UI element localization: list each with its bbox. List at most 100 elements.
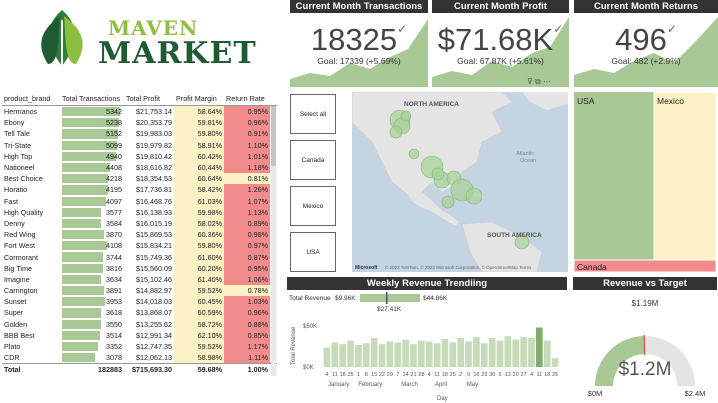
table-row[interactable]: High Top 4940 $19,810.42 60.42% 1.01%: [2, 150, 277, 162]
table-row[interactable]: Imagine 3634 $15,102.46 61.40% 1.06%: [2, 273, 277, 285]
day-tick-label: 6: [498, 372, 501, 378]
table-row[interactable]: High Quality 3577 $16,138.93 59.98% 1.13%: [2, 206, 277, 218]
weekly-bar[interactable]: [551, 358, 559, 367]
weekly-bar[interactable]: [528, 337, 535, 367]
map-credit: © 2023 TomTom, © 2023 Microsoft Corporat…: [385, 264, 532, 270]
cell-transactions: 5342: [60, 106, 124, 117]
table-row[interactable]: Carrington 3891 $14,882.97 59.52% 0.78%: [2, 285, 277, 297]
weekly-bar[interactable]: [386, 341, 394, 367]
gauge-target-label: $1.19M: [632, 299, 659, 308]
table-row[interactable]: Fast 4097 $16,468.76 61.03% 1.07%: [2, 195, 277, 207]
day-tick-label: 4: [428, 372, 431, 378]
cell-margin: 60.44%: [174, 161, 224, 174]
day-tick-label: 16: [473, 372, 479, 378]
weekly-bar[interactable]: [362, 343, 370, 367]
weekly-bar[interactable]: [543, 340, 551, 367]
cell-brand: Sunset: [4, 297, 27, 307]
table-row[interactable]: Tri-State 5099 $19,979.82 58.91% 1.10%: [2, 139, 277, 151]
cell-profit: $15,560.09: [136, 263, 172, 273]
column-header-profit[interactable]: Total Profit: [126, 94, 160, 103]
cell-profit: $15,834.21: [136, 241, 172, 251]
country-treemap[interactable]: USA Mexico Canada: [573, 91, 717, 273]
slicer-option-canada[interactable]: Canada: [290, 140, 336, 180]
table-row[interactable]: CDR 3078 $12,062.13 58.98% 1.11%: [2, 352, 277, 364]
weekly-bar[interactable]: [402, 339, 409, 367]
logo-text-market: MARKET: [98, 36, 257, 71]
weekly-bar[interactable]: [536, 327, 543, 367]
map-brand: Microsoft: [355, 265, 378, 271]
month-label: March: [401, 382, 418, 388]
cell-profit: $19,979.82: [136, 140, 172, 150]
column-header-margin[interactable]: Profit Margin: [176, 94, 217, 103]
visual-header-icons[interactable]: ⊽ ⧉ ⋯: [527, 77, 551, 87]
day-tick-label: 23: [481, 372, 487, 378]
table-row[interactable]: Horatio 4195 $17,736.81 58.42% 1.26%: [2, 184, 277, 196]
weekly-bar[interactable]: [520, 337, 527, 367]
table-row[interactable]: Tell Tale 5152 $19,983.03 59.80% 0.91%: [2, 128, 277, 140]
slicer-option-select-all[interactable]: Select all: [290, 94, 336, 134]
weekly-bar[interactable]: [496, 340, 504, 367]
weekly-bar[interactable]: [441, 338, 449, 367]
total-margin: 59.68%: [197, 365, 222, 375]
column-header-transactions[interactable]: Total Transactions: [62, 94, 120, 103]
column-header-brand[interactable]: product_brand: [4, 94, 51, 103]
table-row[interactable]: Sunset 3953 $14,018.03 60.45% 1.03%: [2, 296, 277, 308]
cell-brand: Tell Tale: [4, 129, 30, 139]
weekly-bar[interactable]: [418, 340, 425, 367]
y-tick-top: $50K: [303, 324, 317, 330]
weekly-bar[interactable]: [449, 342, 457, 367]
weekly-bar[interactable]: [488, 337, 496, 367]
weekly-revenue-chart[interactable]: Total Revenue $9.96K $27.41K $44.86K $50…: [287, 290, 567, 403]
table-row[interactable]: Red Wing 3870 $15,869.53 60.36% 0.98%: [2, 229, 277, 241]
country-slicer: Select all Canada Mexico USA: [288, 92, 350, 272]
weekly-bar[interactable]: [370, 337, 378, 367]
table-row[interactable]: Hermanos 5342 $21,753.14 58.64% 0.95%: [2, 106, 277, 118]
weekly-bar[interactable]: [394, 342, 402, 367]
table-row[interactable]: Big Time 3816 $15,560.09 60.20% 0.95%: [2, 262, 277, 274]
weekly-bar[interactable]: [410, 344, 417, 367]
weekly-bar[interactable]: [378, 344, 386, 367]
kpi-value: 496✓: [615, 22, 677, 57]
cell-return-rate: 1.17%: [224, 340, 270, 353]
weekly-bar[interactable]: [323, 347, 331, 367]
table-row[interactable]: Denny 3584 $16,015.19 58.02% 0.89%: [2, 217, 277, 230]
weekly-bar[interactable]: [355, 345, 362, 367]
cell-transactions: 3891: [60, 285, 124, 296]
gauge-min-label: $0M: [588, 389, 603, 398]
weekly-bar[interactable]: [331, 342, 339, 367]
weekly-legend-title: Total Revenue: [289, 295, 331, 302]
table-row[interactable]: Super 3618 $13,868.07 60.59% 0.96%: [2, 307, 277, 319]
slicer-option-usa[interactable]: USA: [290, 232, 336, 272]
weekly-bar[interactable]: [347, 340, 354, 367]
weekly-bar[interactable]: [480, 343, 488, 367]
store-map[interactable]: NORTH AMERICA SOUTH AMERICA Atlantic Oce…: [352, 92, 568, 272]
weekly-bar[interactable]: [457, 337, 464, 367]
cell-brand: Carrington: [4, 286, 38, 296]
revenue-gauge[interactable]: $1.2M $1.19M $0M $2.4M: [573, 290, 717, 403]
table-row[interactable]: BBB Best 3514 $12,991.34 62.10% 0.85%: [2, 329, 277, 341]
cell-transactions: 3584: [60, 218, 124, 229]
table-row[interactable]: Ebony 5238 $20,353.79 59.81% 0.96%: [2, 117, 277, 129]
column-header-return-rate[interactable]: Return Rate: [226, 94, 265, 103]
cell-margin: 58.64%: [174, 106, 224, 118]
table-row[interactable]: Fort West 4108 $15,834.21 59.80% 0.97%: [2, 240, 277, 252]
map-canvas[interactable]: NORTH AMERICA SOUTH AMERICA Atlantic Oce…: [352, 92, 568, 272]
slicer-option-mexico[interactable]: Mexico: [290, 186, 336, 226]
weekly-bar[interactable]: [433, 343, 441, 367]
weekly-bar[interactable]: [425, 341, 433, 367]
table-row[interactable]: Cormorant 3744 $15,749.36 61.60% 0.87%: [2, 251, 277, 263]
scrollbar-thumb[interactable]: [271, 106, 276, 166]
weekly-bar[interactable]: [473, 337, 480, 367]
weekly-bar[interactable]: [504, 336, 512, 367]
table-scrollbar[interactable]: [271, 106, 276, 376]
table-row[interactable]: Nationeel 4408 $18,616.82 60.44% 1.18%: [2, 161, 277, 174]
table-row[interactable]: Golden 3550 $13,255.62 58.72% 0.88%: [2, 318, 277, 330]
weekly-bar[interactable]: [339, 344, 346, 367]
table-row[interactable]: Plato 3352 $12,747.35 59.52% 1.17%: [2, 340, 277, 353]
cell-profit: $14,018.03: [136, 297, 172, 307]
weekly-bar[interactable]: [512, 339, 520, 367]
weekly-bar[interactable]: [465, 341, 472, 367]
cell-return-rate: 1.06%: [224, 273, 270, 285]
table-row[interactable]: Best Choice 4218 $18,354.53 60.64% 0.81%: [2, 173, 277, 185]
cell-brand: High Top: [4, 151, 33, 161]
